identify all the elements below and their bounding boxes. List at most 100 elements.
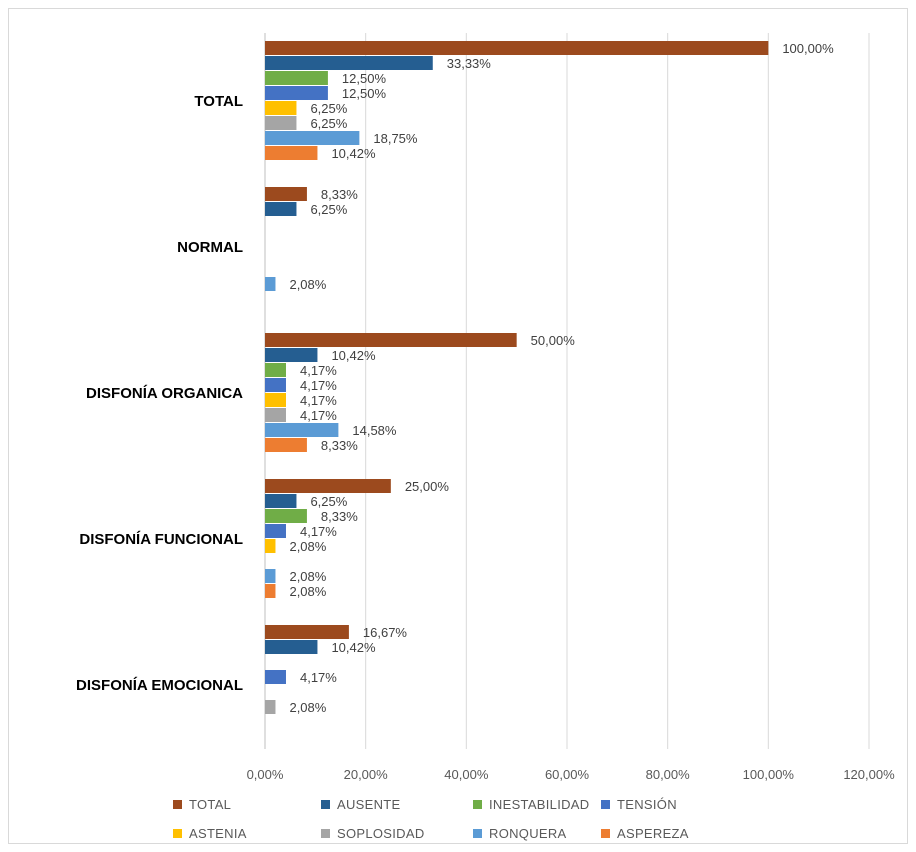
bar-aspereza-disfonia-funcional bbox=[265, 584, 276, 598]
bar-tension-disfonia-funcional bbox=[265, 524, 286, 538]
bar-chart: 100,00%33,33%12,50%12,50%6,25%6,25%18,75… bbox=[76, 33, 896, 841]
category-label-disfonia-organica: DISFONÍA ORGANICA bbox=[86, 385, 243, 402]
bar-soplosidad-disfonia-organica bbox=[265, 408, 286, 422]
legend-label: RONQUERA bbox=[489, 826, 567, 841]
category-label-disfonia-funcional: DISFONÍA FUNCIONAL bbox=[79, 531, 243, 548]
bar-total-disfonia-funcional bbox=[265, 479, 391, 493]
data-label-ausente-disfonia-emocional: 10,42% bbox=[331, 640, 376, 655]
bar-ronquera-total bbox=[265, 131, 360, 145]
legend-swatch bbox=[473, 829, 482, 838]
data-label-total-disfonia-funcional: 25,00% bbox=[405, 479, 450, 494]
data-label-soplosidad-disfonia-emocional: 2,08% bbox=[289, 700, 326, 715]
legend-item-astenia: ASTENIA bbox=[173, 826, 247, 841]
legend-label: TOTAL bbox=[189, 797, 231, 812]
x-tick-label: 80,00% bbox=[646, 767, 691, 782]
bar-inestabilidad-disfonia-funcional bbox=[265, 509, 307, 523]
bar-aspereza-total bbox=[265, 146, 318, 160]
data-label-ausente-disfonia-organica: 10,42% bbox=[331, 348, 376, 363]
bar-astenia-disfonia-organica bbox=[265, 393, 286, 407]
data-label-total-normal: 8,33% bbox=[321, 187, 358, 202]
data-label-inestabilidad-total: 12,50% bbox=[342, 71, 387, 86]
data-label-total-disfonia-organica: 50,00% bbox=[531, 333, 576, 348]
data-label-aspereza-disfonia-organica: 8,33% bbox=[321, 438, 358, 453]
legend-label: TENSIÓN bbox=[617, 797, 677, 812]
data-label-ronquera-disfonia-funcional: 2,08% bbox=[289, 569, 326, 584]
legend-label: SOPLOSIDAD bbox=[337, 826, 425, 841]
legend-swatch bbox=[321, 800, 330, 809]
legend-item-ronquera: RONQUERA bbox=[473, 826, 567, 841]
data-label-soplosidad-total: 6,25% bbox=[310, 116, 347, 131]
legend-label: ASTENIA bbox=[189, 826, 247, 841]
legend-swatch bbox=[601, 800, 610, 809]
x-tick-label: 100,00% bbox=[743, 767, 795, 782]
legend-item-ausente: AUSENTE bbox=[321, 797, 401, 812]
legend-item-total: TOTAL bbox=[173, 797, 231, 812]
bar-ronquera-normal bbox=[265, 277, 276, 291]
bar-ausente-disfonia-funcional bbox=[265, 494, 297, 508]
legend-item-tension: TENSIÓN bbox=[601, 797, 677, 812]
x-tick-label: 60,00% bbox=[545, 767, 590, 782]
bar-total-normal bbox=[265, 187, 307, 201]
bar-ausente-disfonia-organica bbox=[265, 348, 318, 362]
data-label-tension-total: 12,50% bbox=[342, 86, 387, 101]
data-label-astenia-disfonia-funcional: 2,08% bbox=[289, 539, 326, 554]
bar-tension-disfonia-organica bbox=[265, 378, 286, 392]
x-tick-label: 0,00% bbox=[247, 767, 284, 782]
data-label-tension-disfonia-funcional: 4,17% bbox=[300, 524, 337, 539]
chart-frame: 100,00% 33,33% 12,50% 12,50% 6,25% 6,25% 18,75… bbox=[8, 8, 908, 844]
data-label-ronquera-disfonia-organica: 14,58% bbox=[352, 423, 397, 438]
data-label-aspereza-disfonia-funcional: 2,08% bbox=[289, 584, 326, 599]
bar-tension-disfonia-emocional bbox=[265, 670, 286, 684]
bar-ronquera-disfonia-funcional bbox=[265, 569, 276, 583]
data-label-ronquera-total: 18,75% bbox=[373, 131, 418, 146]
category-labels: TOTAL NORMAL DISFONÍA ORGANICA DISFONÍA FUN… bbox=[76, 93, 243, 694]
legend-item-aspereza: ASPEREZA bbox=[601, 826, 689, 841]
legend-swatch bbox=[473, 800, 482, 809]
data-labels: 100,00%33,33%12,50%12,50%6,25%6,25%18,75… bbox=[289, 41, 834, 715]
x-tick-label: 120,00% bbox=[843, 767, 895, 782]
x-axis-ticks: 0,00% 20,00% 40,00% 60,00% 80,00% 100,00% 120,… bbox=[247, 767, 896, 782]
bar-total-total bbox=[265, 41, 769, 55]
legend-label: INESTABILIDAD bbox=[489, 797, 589, 812]
legend-label: AUSENTE bbox=[337, 797, 401, 812]
category-label-normal: NORMAL bbox=[177, 239, 243, 256]
legend-item-soplosidad: SOPLOSIDAD bbox=[321, 826, 425, 841]
data-label-ausente-disfonia-funcional: 6,25% bbox=[310, 494, 347, 509]
data-label-tension-disfonia-organica: 4,17% bbox=[300, 378, 337, 393]
data-label-inestabilidad-disfonia-funcional: 8,33% bbox=[321, 509, 358, 524]
gridlines bbox=[264, 33, 870, 749]
bar-total-disfonia-organica bbox=[265, 333, 517, 347]
data-label-astenia-total: 6,25% bbox=[310, 101, 347, 116]
legend-swatch bbox=[173, 829, 182, 838]
bar-aspereza-disfonia-organica bbox=[265, 438, 307, 452]
category-label-disfonia-emocional: DISFONÍA EMOCIONAL bbox=[76, 677, 243, 694]
bar-ausente-normal bbox=[265, 202, 297, 216]
bar-soplosidad-total bbox=[265, 116, 297, 130]
legend-item-inestabilidad: INESTABILIDAD bbox=[473, 797, 589, 812]
x-tick-label: 40,00% bbox=[444, 767, 489, 782]
legend-swatch bbox=[321, 829, 330, 838]
bar-astenia-total bbox=[265, 101, 297, 115]
bars bbox=[265, 41, 769, 714]
data-label-astenia-disfonia-organica: 4,17% bbox=[300, 393, 337, 408]
legend: TOTAL AUSENTE INESTABILIDAD TENSIÓN ASTENIA S… bbox=[173, 797, 689, 841]
bar-ausente-disfonia-emocional bbox=[265, 640, 318, 654]
data-label-total-disfonia-emocional: 16,67% bbox=[363, 625, 408, 640]
bar-astenia-disfonia-funcional bbox=[265, 539, 276, 553]
data-label-inestabilidad-disfonia-organica: 4,17% bbox=[300, 363, 337, 378]
bar-total-disfonia-emocional bbox=[265, 625, 349, 639]
legend-swatch bbox=[601, 829, 610, 838]
legend-label: ASPEREZA bbox=[617, 826, 689, 841]
bar-ronquera-disfonia-organica bbox=[265, 423, 339, 437]
bar-tension-total bbox=[265, 86, 328, 100]
bar-ausente-total bbox=[265, 56, 433, 70]
bar-inestabilidad-disfonia-organica bbox=[265, 363, 286, 377]
data-label-ausente-total: 33,33% bbox=[447, 56, 492, 71]
data-label-tension-disfonia-emocional: 4,17% bbox=[300, 670, 337, 685]
category-label-total: TOTAL bbox=[194, 93, 243, 110]
data-label-soplosidad-disfonia-organica: 4,17% bbox=[300, 408, 337, 423]
x-tick-label: 20,00% bbox=[344, 767, 389, 782]
data-label-ronquera-normal: 2,08% bbox=[289, 277, 326, 292]
bar-soplosidad-disfonia-emocional bbox=[265, 700, 276, 714]
data-label-aspereza-total: 10,42% bbox=[331, 146, 376, 161]
